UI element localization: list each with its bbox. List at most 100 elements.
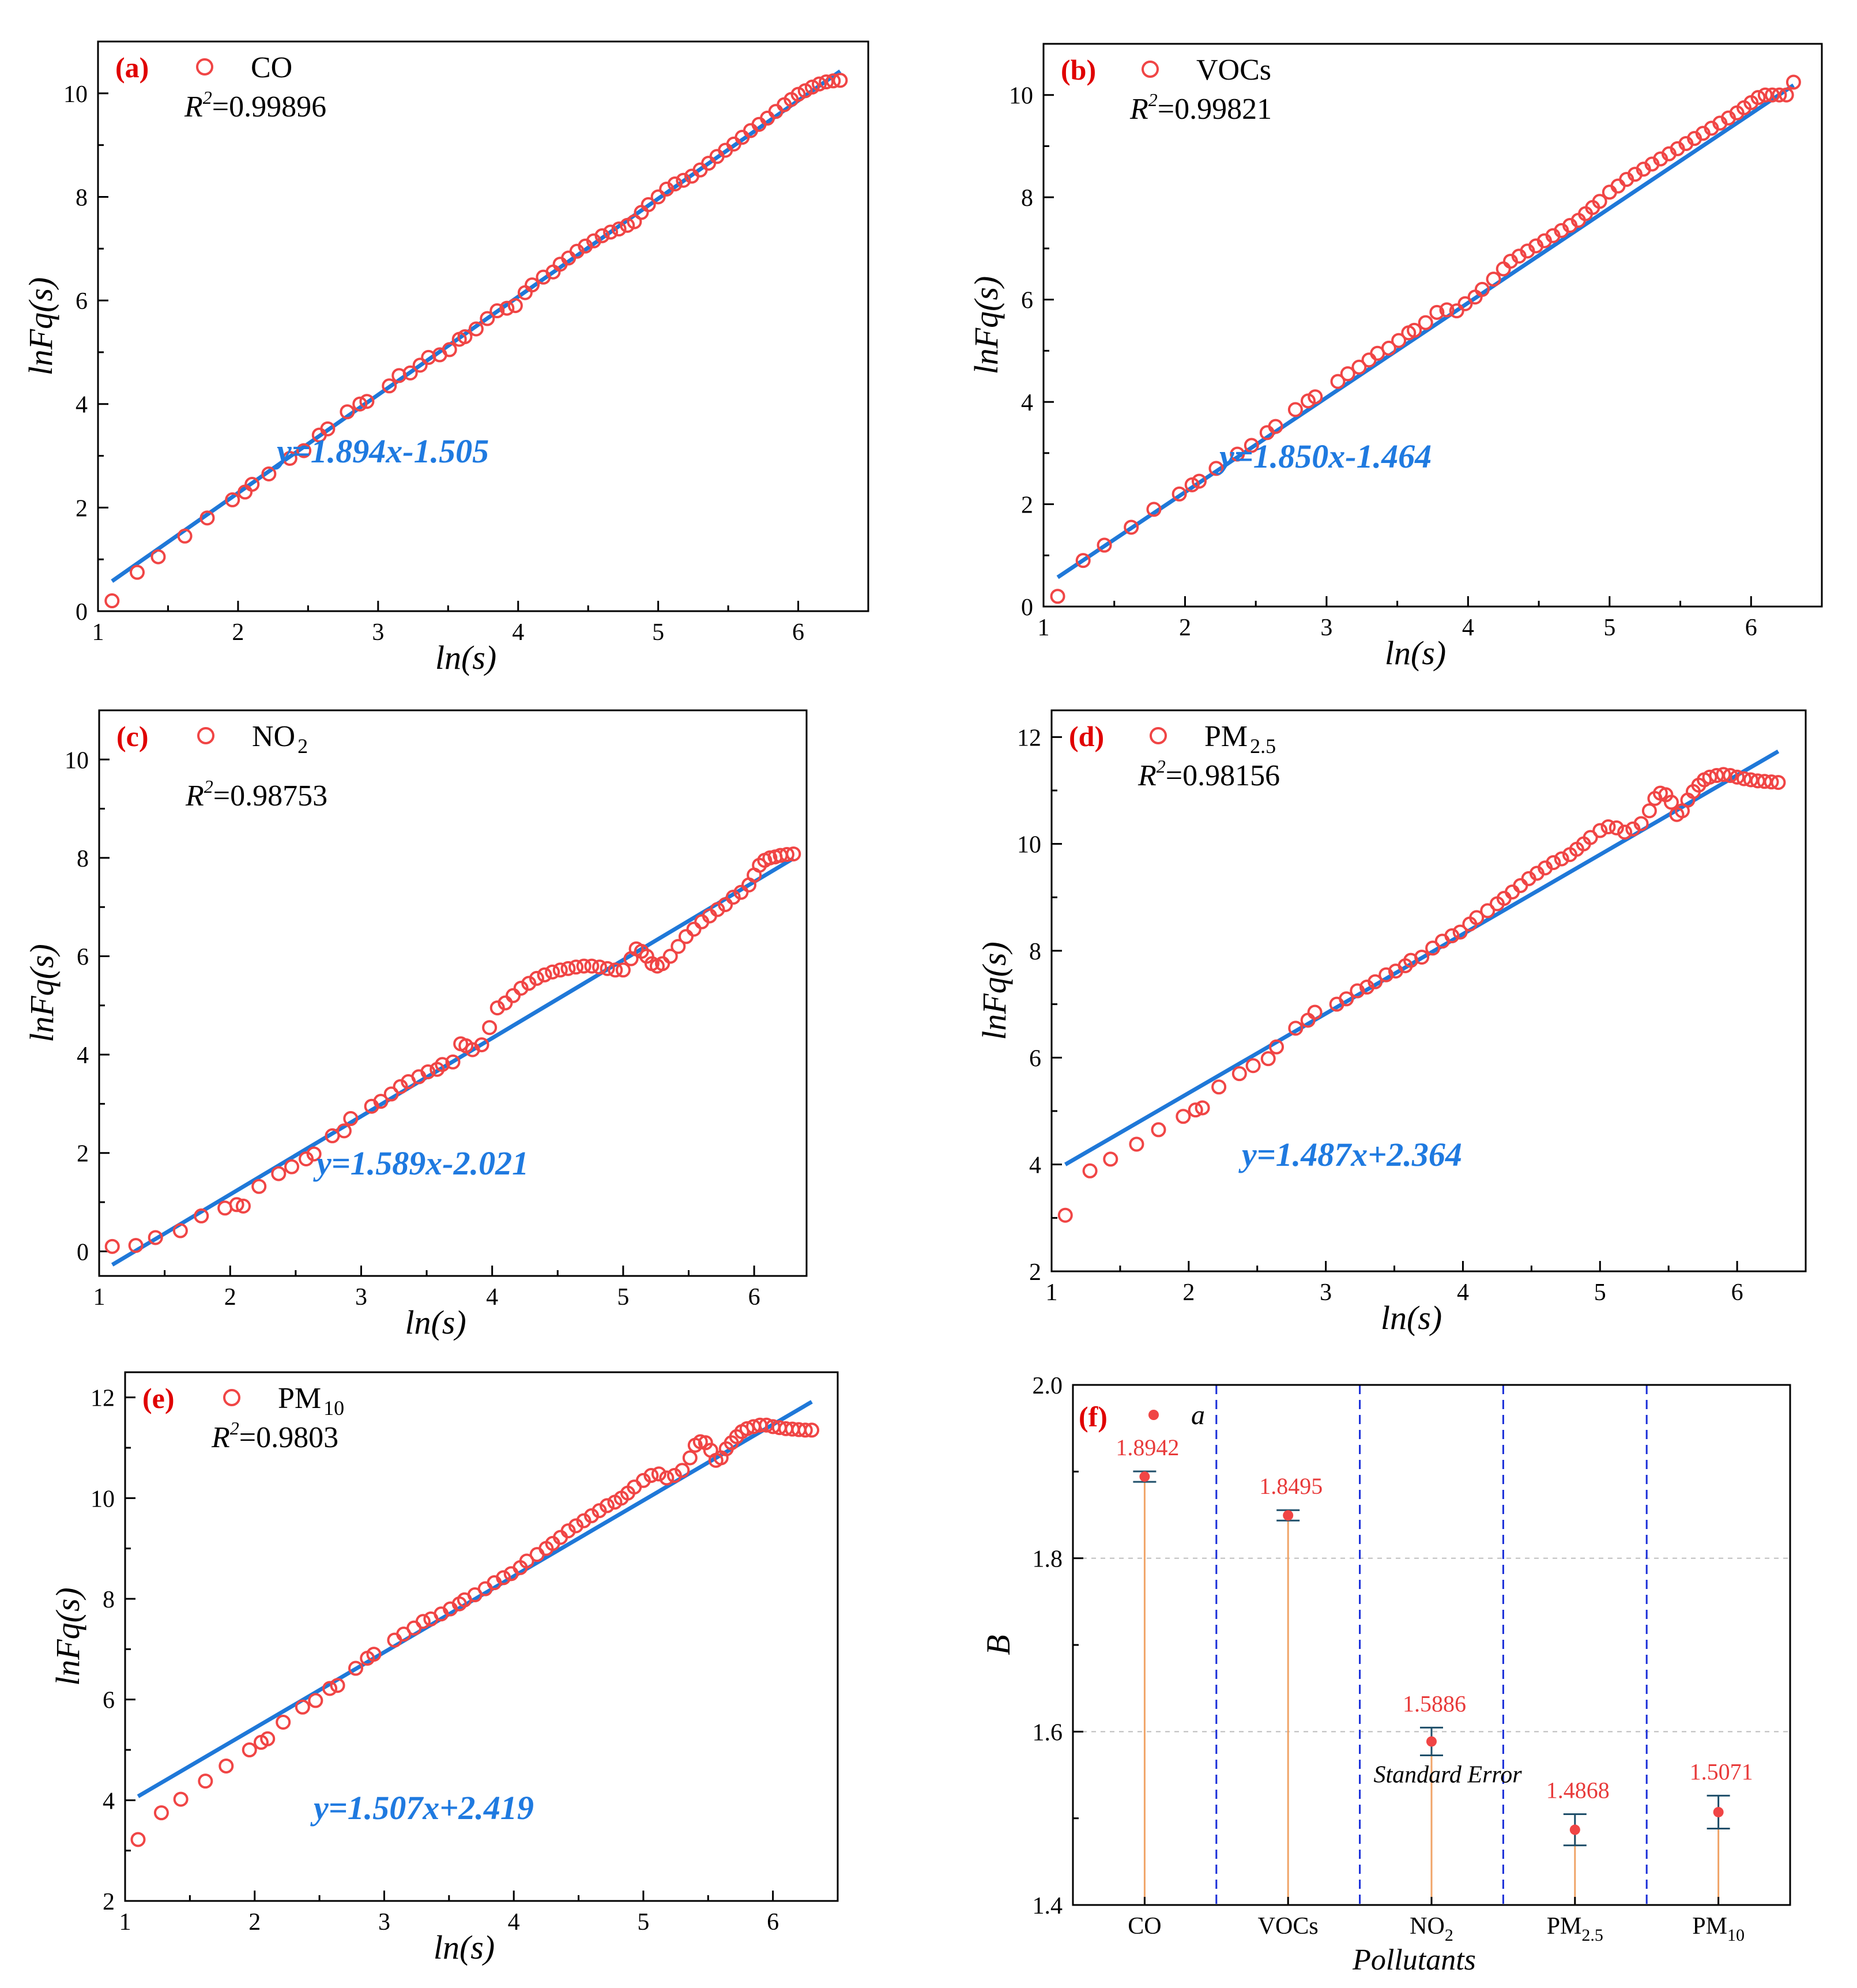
data-point bbox=[1230, 446, 1245, 462]
y-tick-label: 1.4 bbox=[1033, 1893, 1063, 1919]
y-tick-label: 8 bbox=[1021, 185, 1033, 212]
data-point bbox=[1469, 910, 1485, 925]
x-tick-label: 4 bbox=[1462, 615, 1474, 641]
x-axis-title: Pollutants bbox=[1352, 1944, 1476, 1976]
y-tick-label: 4 bbox=[77, 1042, 89, 1069]
x-tick-label: 3 bbox=[355, 1284, 367, 1311]
data-point bbox=[1172, 486, 1187, 502]
data-point bbox=[282, 451, 297, 466]
data-point bbox=[382, 378, 397, 394]
legend-marker bbox=[1142, 61, 1159, 78]
data-point bbox=[445, 1054, 461, 1070]
y-tick-label: 2 bbox=[76, 495, 88, 522]
data-point bbox=[194, 1208, 209, 1223]
data-point bbox=[1414, 950, 1430, 965]
data-point bbox=[1075, 553, 1091, 568]
data-point bbox=[678, 929, 694, 944]
data-point bbox=[833, 73, 848, 88]
legend-label: CO bbox=[251, 51, 292, 84]
data-point bbox=[1750, 90, 1766, 106]
r-squared: R2=0.9803 bbox=[211, 1418, 338, 1454]
data-point bbox=[545, 964, 560, 980]
data-point bbox=[1368, 974, 1383, 989]
data-point bbox=[611, 221, 627, 237]
fit-equation: y=1.894x-1.505 bbox=[273, 432, 489, 470]
data-point bbox=[1425, 940, 1441, 956]
y-axis-title: lnFq(s) bbox=[22, 277, 59, 376]
data-point bbox=[348, 1661, 364, 1676]
fit-equation: y=1.850x-1.464 bbox=[1216, 438, 1432, 475]
data-point bbox=[366, 1647, 382, 1662]
data-point bbox=[686, 921, 702, 937]
data-point bbox=[608, 962, 623, 978]
data-point bbox=[1452, 924, 1468, 940]
x-tick-label: 1 bbox=[119, 1909, 131, 1936]
data-point bbox=[1764, 774, 1779, 790]
data-point bbox=[295, 1699, 310, 1715]
data-point bbox=[1480, 903, 1496, 918]
legend-label-main: PM bbox=[278, 1382, 321, 1415]
legend-marker bbox=[197, 727, 214, 744]
data-point bbox=[529, 1547, 545, 1562]
data-point bbox=[1757, 87, 1773, 103]
fit-line bbox=[137, 1400, 813, 1798]
legend-label: NO 2 bbox=[252, 720, 308, 758]
data-point bbox=[615, 962, 631, 978]
data-point bbox=[271, 1166, 287, 1181]
data-point bbox=[1269, 1039, 1285, 1055]
panel-tag: (b) bbox=[1061, 54, 1096, 86]
r-squared-symbol: R bbox=[1129, 93, 1148, 126]
data-point bbox=[529, 970, 544, 986]
y-tick-label: 6 bbox=[76, 288, 88, 315]
data-point bbox=[659, 1470, 675, 1486]
y-tick-label: 10 bbox=[91, 1486, 115, 1512]
data-point bbox=[225, 492, 240, 507]
data-point bbox=[1713, 1806, 1724, 1817]
data-point bbox=[1663, 795, 1679, 810]
data-point bbox=[415, 1614, 431, 1629]
value-label: 1.5886 bbox=[1403, 1690, 1466, 1716]
data-point bbox=[1554, 851, 1569, 867]
data-point bbox=[1641, 803, 1657, 819]
y-tick-label: 8 bbox=[76, 185, 88, 211]
data-point bbox=[130, 564, 145, 580]
data-point bbox=[1569, 1824, 1580, 1835]
data-point bbox=[1418, 315, 1433, 330]
panel-tag: (e) bbox=[142, 1382, 175, 1414]
plot-frame bbox=[97, 40, 869, 612]
r-squared-sup: 2 bbox=[230, 1418, 239, 1439]
data-point bbox=[576, 958, 592, 974]
y-tick-label: 6 bbox=[77, 944, 89, 971]
fit-line bbox=[111, 69, 842, 583]
r-squared-sup: 2 bbox=[203, 87, 212, 108]
y-tick-label: 8 bbox=[1029, 939, 1041, 965]
data-point bbox=[199, 510, 215, 526]
fit-line bbox=[1064, 750, 1780, 1166]
y-tick-label: 10 bbox=[1009, 83, 1033, 110]
data-point bbox=[1146, 502, 1162, 517]
data-point bbox=[402, 365, 418, 381]
data-point bbox=[1772, 87, 1787, 103]
data-point bbox=[1339, 991, 1354, 1007]
data-point bbox=[229, 1197, 244, 1213]
value-label: 1.4868 bbox=[1546, 1777, 1610, 1803]
x-axis-title: ln(s) bbox=[435, 639, 496, 676]
y-tick-label: 2 bbox=[103, 1889, 115, 1915]
standard-error-annotation: Standard Error bbox=[1373, 1761, 1522, 1788]
data-point bbox=[513, 980, 529, 996]
data-point bbox=[1486, 272, 1501, 287]
data-point bbox=[393, 1079, 408, 1094]
data-point bbox=[1426, 1736, 1437, 1747]
category-label: PM10 bbox=[1692, 1913, 1745, 1945]
r-squared-sup: 2 bbox=[204, 776, 213, 797]
x-tick-label: 3 bbox=[1320, 615, 1332, 641]
data-point bbox=[1381, 340, 1396, 356]
data-point bbox=[489, 303, 505, 319]
x-tick-label: 5 bbox=[652, 619, 664, 646]
data-point bbox=[682, 1450, 698, 1466]
x-tick-label: 2 bbox=[232, 619, 244, 646]
y-axis-title: lnFq(s) bbox=[967, 276, 1005, 375]
data-point bbox=[786, 846, 801, 862]
y-axis-title: B bbox=[980, 1635, 1017, 1655]
